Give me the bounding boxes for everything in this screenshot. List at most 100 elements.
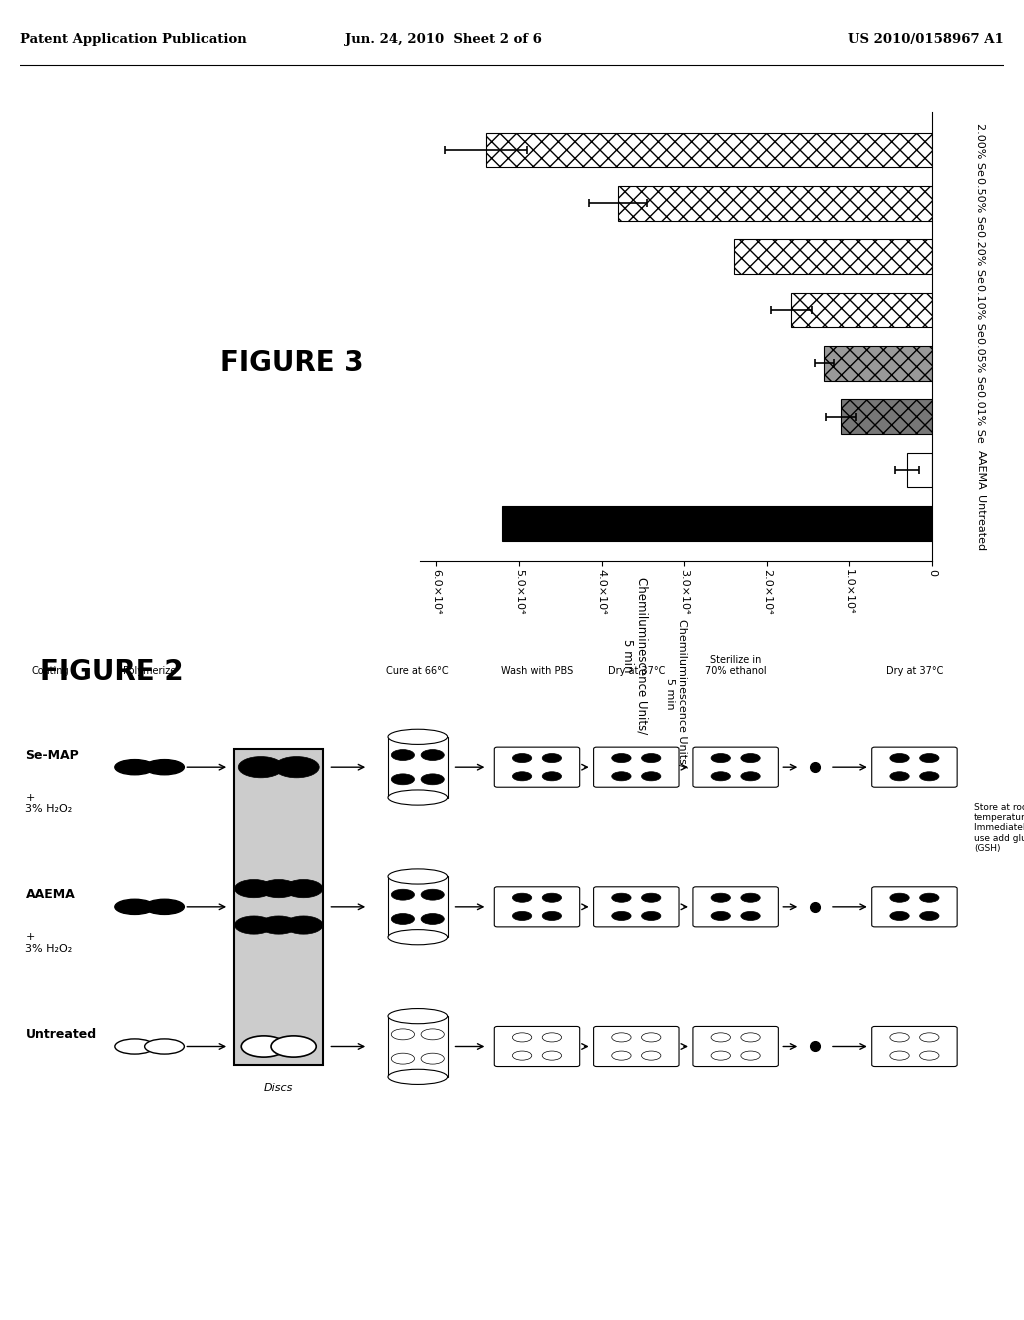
Ellipse shape — [421, 774, 444, 785]
Text: Sterilize in
70% ethanol: Sterilize in 70% ethanol — [705, 655, 766, 676]
Ellipse shape — [920, 754, 939, 763]
Ellipse shape — [242, 1036, 287, 1057]
Text: Jun. 24, 2010  Sheet 2 of 6: Jun. 24, 2010 Sheet 2 of 6 — [345, 33, 542, 46]
Ellipse shape — [144, 899, 184, 915]
Ellipse shape — [512, 1032, 531, 1041]
Ellipse shape — [890, 1032, 909, 1041]
Ellipse shape — [512, 754, 531, 763]
Ellipse shape — [274, 756, 319, 777]
Ellipse shape — [421, 1053, 444, 1064]
Ellipse shape — [611, 911, 631, 920]
Bar — [841, 399, 932, 434]
Text: Wash with PBS: Wash with PBS — [501, 667, 573, 676]
Ellipse shape — [920, 1051, 939, 1060]
Ellipse shape — [391, 1053, 415, 1064]
FancyBboxPatch shape — [594, 887, 679, 927]
Ellipse shape — [740, 772, 760, 781]
Ellipse shape — [388, 929, 447, 945]
Bar — [907, 453, 932, 487]
Ellipse shape — [542, 894, 561, 903]
Ellipse shape — [711, 1051, 730, 1060]
Ellipse shape — [388, 729, 447, 744]
Ellipse shape — [641, 1051, 660, 1060]
Ellipse shape — [144, 1039, 184, 1055]
Ellipse shape — [711, 894, 730, 903]
Text: Store at room
temperature
Immediately prior to
use add glutathione
(GSH): Store at room temperature Immediately pr… — [974, 803, 1024, 853]
Text: FIGURE 3: FIGURE 3 — [220, 348, 364, 378]
Text: +
3% H₂O₂: + 3% H₂O₂ — [26, 932, 73, 954]
Text: Dry at 37°C: Dry at 37°C — [607, 667, 665, 676]
Ellipse shape — [259, 879, 298, 898]
Ellipse shape — [611, 1051, 631, 1060]
Ellipse shape — [391, 913, 415, 924]
Ellipse shape — [890, 772, 909, 781]
Text: +
3% H₂O₂: + 3% H₂O₂ — [26, 793, 73, 814]
Ellipse shape — [391, 774, 415, 785]
Ellipse shape — [641, 894, 660, 903]
FancyBboxPatch shape — [693, 887, 778, 927]
Text: AAEMA: AAEMA — [26, 888, 75, 902]
Ellipse shape — [388, 869, 447, 884]
Ellipse shape — [512, 911, 531, 920]
Ellipse shape — [388, 1008, 447, 1024]
Ellipse shape — [239, 756, 284, 777]
Ellipse shape — [421, 750, 444, 760]
Text: Se-MAP: Se-MAP — [26, 748, 79, 762]
Ellipse shape — [920, 894, 939, 903]
Ellipse shape — [271, 1036, 316, 1057]
Bar — [792, 293, 932, 327]
Ellipse shape — [388, 1069, 447, 1085]
Bar — [388, 1016, 447, 1077]
FancyBboxPatch shape — [871, 887, 957, 927]
Ellipse shape — [234, 916, 273, 935]
Ellipse shape — [611, 754, 631, 763]
Ellipse shape — [611, 1032, 631, 1041]
Ellipse shape — [920, 1032, 939, 1041]
FancyBboxPatch shape — [495, 747, 580, 787]
Ellipse shape — [740, 894, 760, 903]
Ellipse shape — [421, 890, 444, 900]
Text: Dry at 37°C: Dry at 37°C — [886, 667, 943, 676]
Text: Cure at 66°C: Cure at 66°C — [386, 667, 450, 676]
FancyBboxPatch shape — [871, 747, 957, 787]
Bar — [733, 239, 932, 275]
Ellipse shape — [391, 750, 415, 760]
Ellipse shape — [890, 1051, 909, 1060]
Ellipse shape — [115, 899, 155, 915]
Ellipse shape — [920, 911, 939, 920]
Ellipse shape — [421, 1028, 444, 1040]
Ellipse shape — [391, 890, 415, 900]
Ellipse shape — [542, 911, 561, 920]
Ellipse shape — [641, 772, 660, 781]
Text: Patent Application Publication: Patent Application Publication — [20, 33, 247, 46]
Bar — [234, 748, 324, 1065]
Ellipse shape — [711, 911, 730, 920]
Ellipse shape — [542, 1032, 561, 1041]
Ellipse shape — [920, 772, 939, 781]
Bar — [618, 186, 932, 220]
FancyBboxPatch shape — [693, 747, 778, 787]
Ellipse shape — [711, 1032, 730, 1041]
Ellipse shape — [740, 1051, 760, 1060]
Ellipse shape — [542, 772, 561, 781]
Ellipse shape — [388, 789, 447, 805]
Ellipse shape — [890, 911, 909, 920]
Bar — [486, 132, 932, 168]
Bar — [824, 346, 932, 380]
Ellipse shape — [512, 1051, 531, 1060]
Ellipse shape — [234, 879, 273, 898]
Text: US 2010/0158967 A1: US 2010/0158967 A1 — [848, 33, 1004, 46]
Ellipse shape — [542, 1051, 561, 1060]
Text: Chemiluminescence Units/
5 min: Chemiluminescence Units/ 5 min — [665, 619, 687, 768]
Ellipse shape — [740, 1032, 760, 1041]
Ellipse shape — [285, 916, 323, 935]
Ellipse shape — [542, 754, 561, 763]
FancyBboxPatch shape — [495, 1027, 580, 1067]
Ellipse shape — [740, 911, 760, 920]
Ellipse shape — [641, 1032, 660, 1041]
FancyBboxPatch shape — [594, 1027, 679, 1067]
Ellipse shape — [115, 759, 155, 775]
Bar — [388, 737, 447, 797]
Ellipse shape — [711, 754, 730, 763]
Ellipse shape — [611, 894, 631, 903]
